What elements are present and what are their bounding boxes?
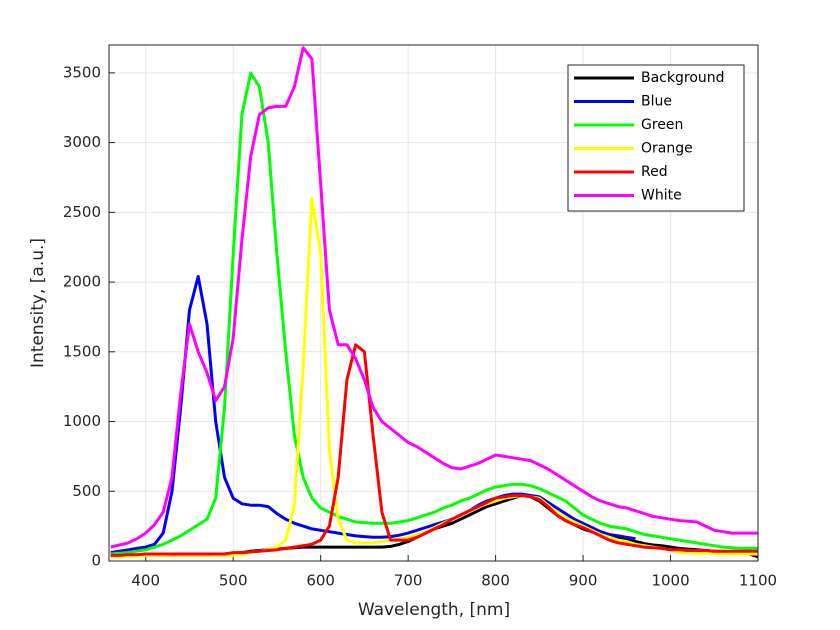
y-axis-label: Intensity, [a.u.] [28, 238, 48, 368]
x-tick-label: 500 [219, 572, 248, 590]
x-axis-label: Wavelength, [nm] [358, 600, 510, 620]
series-line [110, 275, 636, 555]
series-2 [110, 71, 758, 556]
y-tick-label: 1000 [63, 412, 101, 430]
y-tick-label: 3000 [63, 133, 101, 151]
x-tick-label: 1100 [739, 572, 777, 590]
series-line [110, 343, 758, 557]
y-tick-label: 0 [91, 552, 101, 570]
y-tick-label: 3500 [63, 63, 101, 81]
x-tick-label: 400 [131, 572, 160, 590]
legend-label: Background [641, 70, 725, 86]
legend-label: White [641, 188, 682, 204]
x-tick-label: 900 [569, 572, 598, 590]
legend-box [567, 64, 745, 212]
legend-label: Orange [641, 141, 693, 157]
y-tick-label: 2500 [63, 203, 101, 221]
y-tick-label: 1500 [63, 342, 101, 360]
series-line [110, 46, 758, 549]
x-tick-label: 800 [481, 572, 510, 590]
x-tick-label: 700 [394, 572, 423, 590]
x-tick-label: 600 [306, 572, 335, 590]
series-line [110, 71, 758, 556]
legend-label: Green [641, 117, 683, 133]
legend-label: Blue [641, 94, 672, 110]
legend-label: Red [641, 164, 668, 180]
x-tick-label: 1000 [651, 572, 689, 590]
series-1 [110, 275, 636, 555]
y-tick-label: 500 [72, 482, 101, 500]
y-tick-label: 2000 [63, 273, 101, 291]
axes-box [108, 44, 759, 562]
series-5 [110, 46, 758, 549]
series-4 [110, 343, 758, 557]
